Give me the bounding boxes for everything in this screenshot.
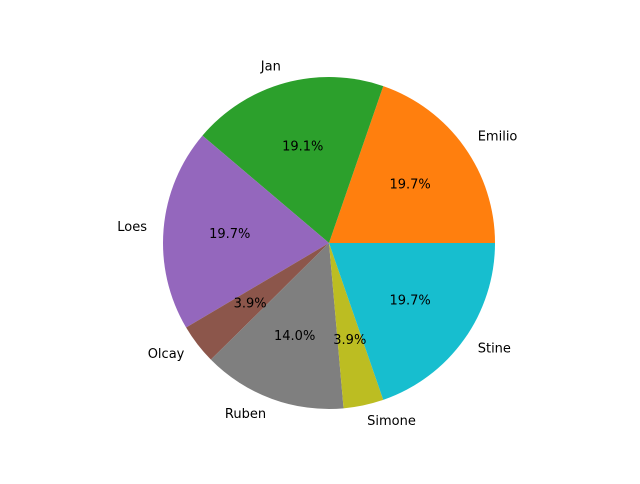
slice-pct-loes: 19.7% (209, 227, 250, 242)
slices-layer (163, 77, 495, 410)
pie-slice-emilio (329, 86, 495, 244)
pie-slice-jan (202, 77, 384, 244)
pie-slice-loes (163, 135, 329, 328)
pie-slice-olcay (186, 243, 329, 360)
labels-layer: Emilio 19.7% Jan 19.1% Loes 19.7% Olcay 3.9% Rub… (117, 59, 517, 429)
slice-label-olcay: Olcay (148, 347, 185, 362)
slice-pct-ruben: 14.0% (274, 329, 315, 344)
slice-pct-olcay: 3.9% (234, 296, 267, 311)
slice-label-ruben: Ruben (225, 407, 266, 422)
slice-pct-jan: 19.1% (282, 139, 323, 154)
pie-slice-stine (329, 243, 495, 400)
slice-pct-emilio: 19.7% (389, 178, 430, 193)
slice-label-emilio: Emilio (478, 130, 518, 145)
slice-pct-simone: 3.9% (333, 333, 366, 348)
slice-label-stine: Stine (478, 341, 511, 356)
slice-label-simone: Simone (367, 414, 416, 429)
slice-label-loes: Loes (117, 220, 147, 235)
slice-pct-stine: 19.7% (389, 293, 430, 308)
slice-label-jan: Jan (260, 59, 281, 74)
pie-slice-ruben (210, 243, 344, 410)
pie-slice-simone (329, 243, 384, 409)
